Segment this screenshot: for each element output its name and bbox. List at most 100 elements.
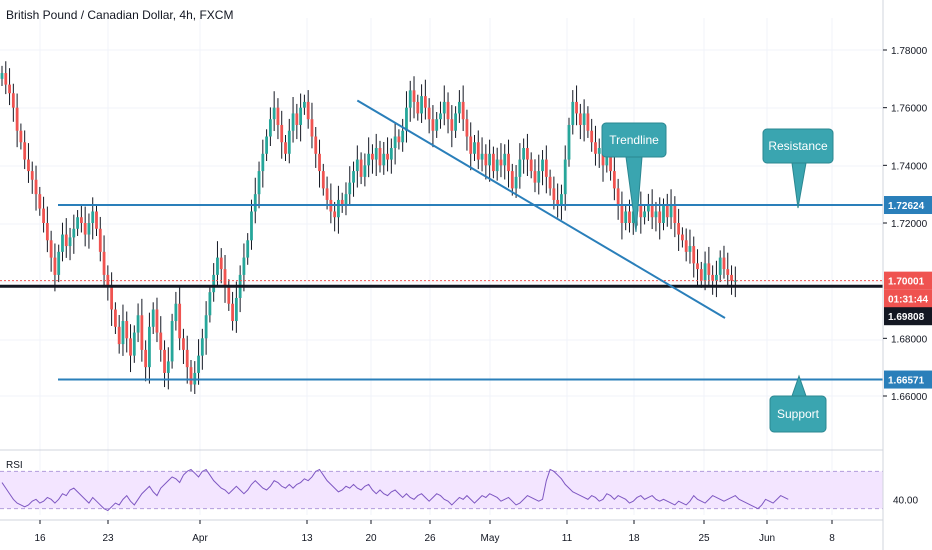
price-tags: 1.72624 1.70001 01:31:44 1.69808 1.66571 <box>884 196 932 389</box>
candle-body <box>79 217 83 223</box>
candle-body <box>669 205 673 218</box>
candle-body <box>578 113 582 125</box>
candle-body <box>454 113 457 131</box>
candle-body <box>268 119 272 137</box>
x-tick-label: Jun <box>759 533 775 544</box>
candle-body <box>711 274 715 281</box>
candle-body <box>15 107 19 131</box>
candle-body <box>178 303 182 339</box>
candle-body <box>597 148 601 154</box>
candle-body <box>696 263 699 270</box>
candle-body <box>272 107 276 120</box>
candle-body <box>480 153 484 160</box>
candle-body <box>151 309 155 327</box>
candle-body <box>533 171 537 183</box>
candle-body <box>427 107 431 120</box>
candle-body <box>684 240 688 252</box>
candle-body <box>257 171 261 195</box>
candle-body <box>250 211 253 241</box>
candle-body <box>495 159 499 172</box>
candle-body <box>397 136 401 143</box>
candle-body <box>439 113 442 120</box>
candle-body <box>231 303 234 322</box>
candle-body <box>692 246 696 264</box>
candle-body <box>575 101 578 114</box>
candle-body <box>163 349 166 373</box>
candle-body <box>707 263 711 275</box>
candle-body <box>38 194 42 209</box>
candle-body <box>699 269 703 281</box>
candle-body <box>261 153 265 172</box>
candle-body <box>658 211 662 223</box>
candle-body <box>654 211 658 218</box>
support-tag: 1.66571 <box>884 370 932 389</box>
candle-body <box>321 171 325 189</box>
candle-body <box>609 153 612 172</box>
y-tick-label: 1.76000 <box>891 104 928 115</box>
x-tick-label: 16 <box>34 533 46 544</box>
candle-body <box>49 240 53 258</box>
candle-body <box>435 119 439 131</box>
candle-body <box>0 73 4 79</box>
resistance-callout: Resistance <box>762 128 834 209</box>
candle-body <box>529 159 533 172</box>
candle-body <box>571 101 575 125</box>
rsi-band <box>0 470 883 510</box>
candle-body <box>303 101 306 108</box>
x-tick-label: May <box>481 533 500 544</box>
candle-body <box>677 223 681 235</box>
candle-body <box>318 153 321 172</box>
candle-body <box>371 153 374 160</box>
trendline-callout-pointer <box>625 156 643 233</box>
candle-body <box>450 119 454 131</box>
candle-body <box>106 274 110 287</box>
candle-body <box>216 257 219 275</box>
candle-body <box>446 101 450 120</box>
candle-body <box>544 159 548 177</box>
candle-body <box>140 315 144 350</box>
candle-body <box>423 96 427 108</box>
x-tick-label: 25 <box>698 533 710 544</box>
candle-body <box>393 136 397 149</box>
rsi-tick-label: 40.00 <box>893 495 918 506</box>
candle-body <box>522 148 526 160</box>
candle-body <box>314 136 318 154</box>
candle-body <box>412 90 416 102</box>
current-level-tag-text: 1.69808 <box>888 312 925 323</box>
rsi-series <box>1 468 789 512</box>
candle-body <box>53 257 57 275</box>
candle-body <box>518 159 522 177</box>
candle-body <box>526 148 529 160</box>
candle-body <box>352 171 355 183</box>
x-tick-label: 26 <box>424 533 436 544</box>
rsi-range-fill <box>0 471 883 509</box>
candle-body <box>590 130 594 143</box>
candle-body <box>91 211 95 223</box>
candle-body <box>612 171 616 189</box>
candle-body <box>299 107 303 125</box>
candle-body <box>166 361 170 373</box>
candle-body <box>594 142 597 154</box>
candle-body <box>514 176 518 189</box>
candle-body <box>182 338 185 350</box>
candle-body <box>567 124 571 160</box>
candle-body <box>23 142 27 160</box>
candle-body <box>306 101 310 120</box>
trendline <box>356 99 726 319</box>
candle-body <box>476 142 480 160</box>
candle-body <box>628 211 631 223</box>
y-tick-label: 1.72000 <box>891 219 928 230</box>
candle-body <box>473 142 476 154</box>
y-tick-label: 1.78000 <box>891 46 928 57</box>
rsi-label: RSI <box>6 460 23 471</box>
candle-body <box>620 205 624 223</box>
candle-body <box>624 211 628 223</box>
current-level-tag: 1.69808 <box>884 307 932 326</box>
resistance-tag-text: 1.72624 <box>888 201 925 212</box>
candle-body <box>223 269 227 287</box>
candle-body <box>363 165 367 177</box>
candle-body <box>57 251 61 275</box>
candle-body <box>510 171 514 189</box>
candle-body <box>148 326 151 368</box>
